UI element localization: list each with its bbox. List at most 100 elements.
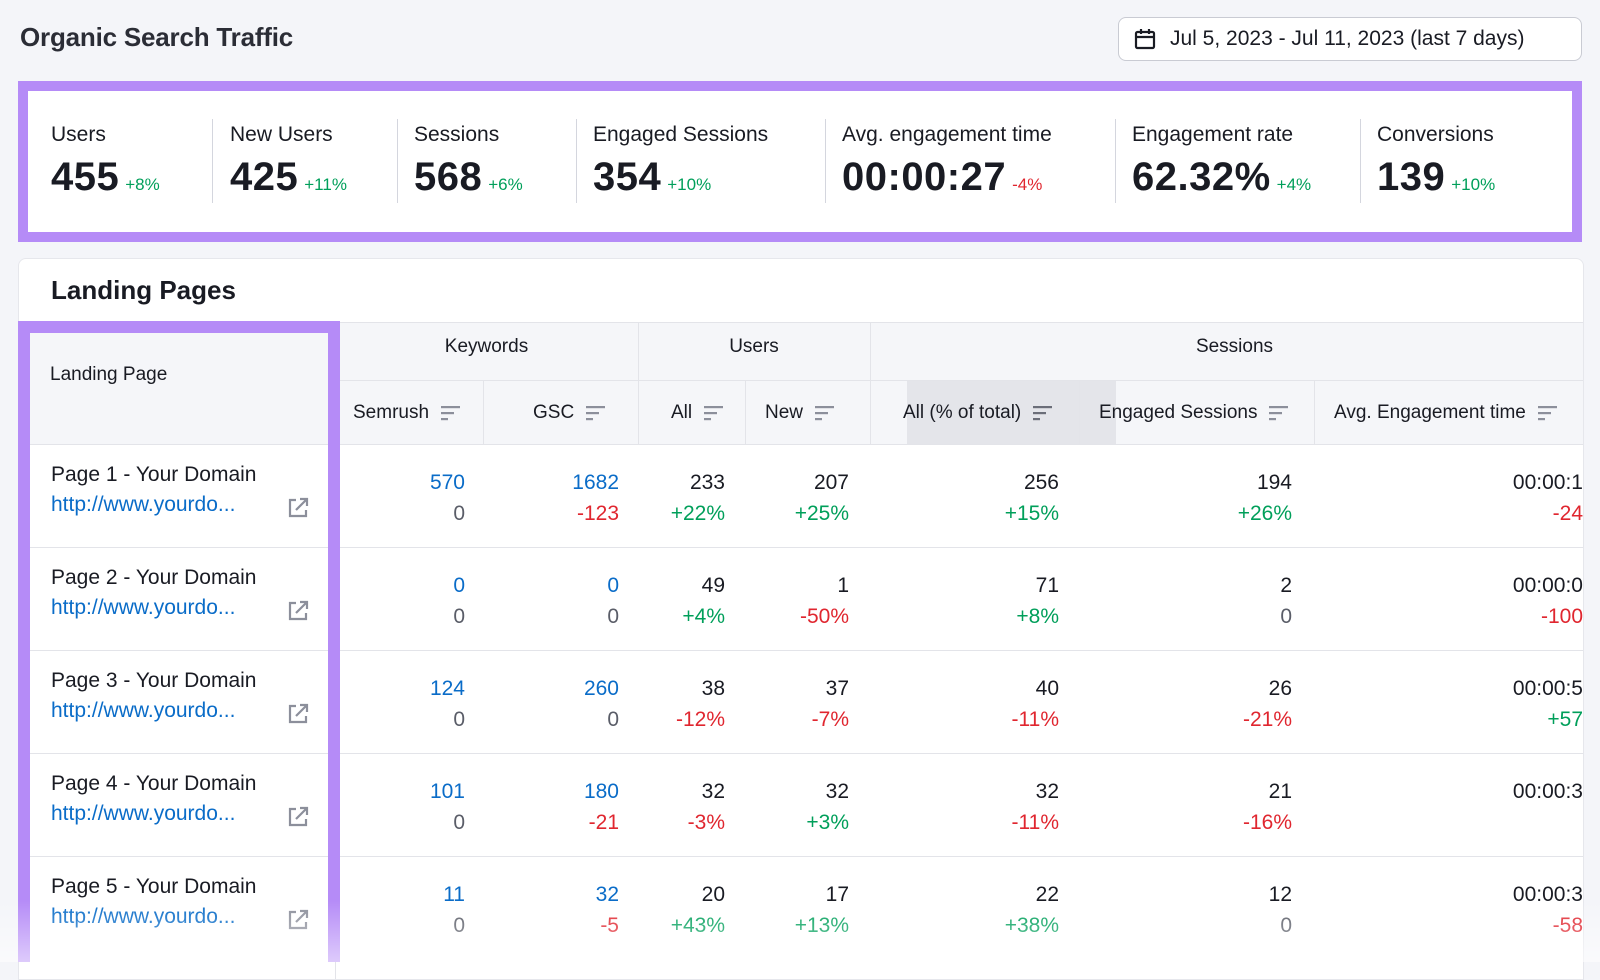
column-label: New <box>765 402 804 423</box>
column-header-landing-page[interactable]: Landing Page <box>50 364 168 385</box>
column-header-gsc[interactable]: GSC <box>533 402 606 424</box>
metric-delta: +10% <box>1451 175 1496 194</box>
sort-icon <box>441 406 461 421</box>
group-header-sessions: Sessions <box>1195 336 1274 357</box>
cell-value: 49 <box>701 574 725 597</box>
sort-icon <box>586 406 606 421</box>
landing-page-url-link[interactable]: http://www.yourdo... <box>51 802 236 825</box>
metric-divider <box>1115 119 1116 203</box>
external-link-icon[interactable] <box>287 703 309 725</box>
metric-divider <box>397 119 398 203</box>
column-header-users-new[interactable]: New <box>765 402 835 424</box>
landing-page-url-link[interactable]: http://www.yourdo... <box>51 493 236 516</box>
cell-value: 20 <box>701 883 725 906</box>
landing-page-name: Page 5 - Your Domain <box>51 875 257 898</box>
row-divider <box>19 650 1583 651</box>
column-header-users-all[interactable]: All <box>671 402 724 424</box>
gsc-value-link[interactable]: 32 <box>595 883 619 906</box>
delta-value: 0 <box>453 914 465 937</box>
delta-value: +22% <box>670 502 725 525</box>
delta-value: -11% <box>1011 708 1059 731</box>
delta-value: -5 <box>600 914 619 937</box>
metric-label: New Users <box>230 123 333 146</box>
landing-page-url-link[interactable]: http://www.yourdo... <box>51 905 236 928</box>
date-range-button[interactable]: Jul 5, 2023 - Jul 11, 2023 (last 7 days) <box>1118 17 1582 61</box>
landing-page-url-link[interactable]: http://www.yourdo... <box>51 699 236 722</box>
cell-engaged-sessions: 21 -16% <box>1119 776 1292 838</box>
sort-icon <box>704 406 724 421</box>
external-link-icon[interactable] <box>287 909 309 931</box>
metric-label: Users <box>51 123 106 146</box>
table-header <box>19 322 1583 445</box>
column-divider <box>870 322 871 444</box>
metric-value: 568 +6% <box>414 155 523 199</box>
column-divider <box>483 380 484 444</box>
sort-icon <box>1269 406 1289 421</box>
metric-value: 139 +10% <box>1377 155 1496 199</box>
cell-users-all: 20 +43% <box>639 879 725 941</box>
cell-value: 2 <box>1280 574 1292 597</box>
cell-value: 207 <box>813 471 849 494</box>
semrush-value-link[interactable]: 101 <box>429 780 465 803</box>
cell-gsc: 1682 -123 <box>505 467 619 529</box>
delta-value: 0 <box>1280 914 1292 937</box>
cell-avg-engagement-time: 00:00:3 <box>1459 776 1583 807</box>
cell-users-all: 38 -12% <box>639 673 725 735</box>
semrush-value-link[interactable]: 0 <box>453 574 465 597</box>
delta-value: -11% <box>1011 811 1059 834</box>
delta-value: 0 <box>453 708 465 731</box>
cell-gsc: 260 0 <box>505 673 619 735</box>
column-label: Avg. Engagement time <box>1334 402 1526 423</box>
external-link-icon[interactable] <box>287 497 309 519</box>
cell-users-all: 49 +4% <box>639 570 725 632</box>
semrush-value-link[interactable]: 124 <box>429 677 465 700</box>
table-row: Page 2 - Your Domain http://www.yourdo..… <box>19 548 1583 651</box>
cell-value: 00:00:1 <box>1512 471 1583 494</box>
external-link-icon[interactable] <box>287 600 309 622</box>
cell-value: 38 <box>701 677 725 700</box>
metric-delta: +8% <box>125 175 160 194</box>
metric-delta: +11% <box>304 175 347 194</box>
gsc-value-link[interactable]: 0 <box>607 574 619 597</box>
cell-value: 71 <box>1035 574 1059 597</box>
delta-value: -3% <box>687 811 725 834</box>
delta-value: 0 <box>1280 605 1292 628</box>
cell-value: 22 <box>1035 883 1059 906</box>
table-row: Page 5 - Your Domain http://www.yourdo..… <box>19 857 1583 960</box>
gsc-value-link[interactable]: 1682 <box>572 471 619 494</box>
cell-value: 233 <box>689 471 725 494</box>
semrush-value-link[interactable]: 11 <box>443 883 465 906</box>
gsc-value-link[interactable]: 180 <box>583 780 619 803</box>
cell-sessions-all: 71 +8% <box>909 570 1059 632</box>
delta-value: -16% <box>1242 811 1292 834</box>
external-link-icon[interactable] <box>287 806 309 828</box>
column-divider <box>638 322 639 444</box>
landing-page-name: Page 1 - Your Domain <box>51 463 257 486</box>
column-header-semrush[interactable]: Semrush <box>353 402 461 424</box>
cell-value: 32 <box>1035 780 1059 803</box>
page-title: Organic Search Traffic <box>20 22 294 52</box>
metric-delta: +10% <box>667 175 712 194</box>
cell-users-all: 233 +22% <box>639 467 725 529</box>
cell-gsc: 32 -5 <box>505 879 619 941</box>
column-header-sessions-all[interactable]: All (% of total) <box>903 402 1053 424</box>
table-row: Page 3 - Your Domain http://www.yourdo..… <box>19 651 1583 754</box>
cell-value: 00:00:0 <box>1512 574 1583 597</box>
column-header-engaged-sessions[interactable]: Engaged Sessions <box>1099 402 1289 424</box>
semrush-value-link[interactable]: 570 <box>429 471 465 494</box>
cell-users-new: 32 +3% <box>747 776 849 838</box>
landing-page-url-link[interactable]: http://www.yourdo... <box>51 596 236 619</box>
metric-divider <box>212 119 213 203</box>
landing-page-name: Page 4 - Your Domain <box>51 772 257 795</box>
gsc-value-link[interactable]: 260 <box>583 677 619 700</box>
landing-page-name: Page 3 - Your Domain <box>51 669 257 692</box>
metric-label: Avg. engagement time <box>842 123 1052 146</box>
column-header-avg-engagement-time[interactable]: Avg. Engagement time <box>1334 402 1558 424</box>
delta-value: +3% <box>806 811 849 834</box>
sort-icon <box>1033 406 1053 421</box>
delta-value: +8% <box>1016 605 1059 628</box>
delta-value: 0 <box>453 605 465 628</box>
delta-value: +13% <box>794 914 849 937</box>
